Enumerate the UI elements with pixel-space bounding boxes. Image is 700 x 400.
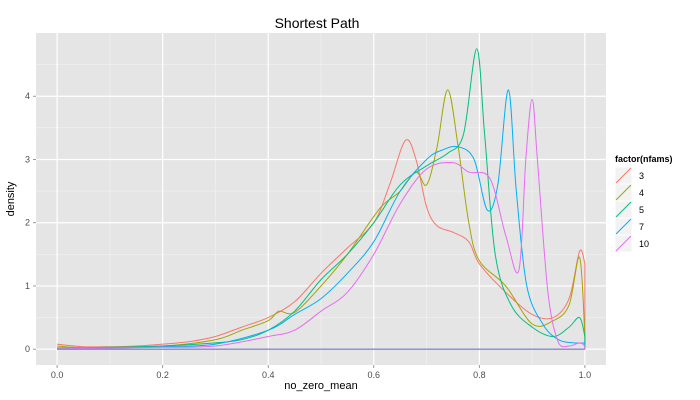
x-axis: 0.0 0.2 0.4 0.6 0.8 1.0 [51,365,591,380]
y-axis-title: density [5,181,17,216]
x-axis-title: no_zero_mean [284,380,357,392]
series-line-7 [57,89,585,349]
legend-key-line-5 [615,201,632,218]
legend-key-line-4 [615,184,632,201]
y-tick-label: 3 [25,154,30,164]
x-tick-label: 0.2 [156,370,169,380]
legend-label-4: 4 [639,188,644,198]
series-lines [57,48,586,350]
y-axis: 0 1 2 3 4 [25,91,36,354]
legend-key-line-3 [615,167,632,184]
legend-key-line-7 [615,218,632,235]
chart-title: Shortest Path [275,15,360,31]
y-tick-label: 2 [25,218,30,228]
legend-label-3: 3 [639,171,644,181]
legend: factor(nfams) 3 4 5 7 10 [614,154,673,253]
legend-label-10: 10 [639,239,649,249]
x-tick-label: 1.0 [579,370,592,380]
series-line-10 [57,98,586,349]
x-tick-label: 0.6 [368,370,381,380]
legend-label-5: 5 [639,205,644,215]
legend-key-line-10 [615,235,632,252]
series-line-5 [57,48,586,349]
series-line-3 [57,139,586,348]
legend-label-7: 7 [639,222,644,232]
y-tick-label: 0 [25,344,30,354]
x-tick-label: 0.4 [262,370,275,380]
y-tick-label: 4 [25,91,30,101]
y-tick-label: 1 [25,281,30,291]
x-tick-label: 0.8 [473,370,486,380]
x-tick-label: 0.0 [51,370,64,380]
legend-title: factor(nfams) [615,154,673,164]
